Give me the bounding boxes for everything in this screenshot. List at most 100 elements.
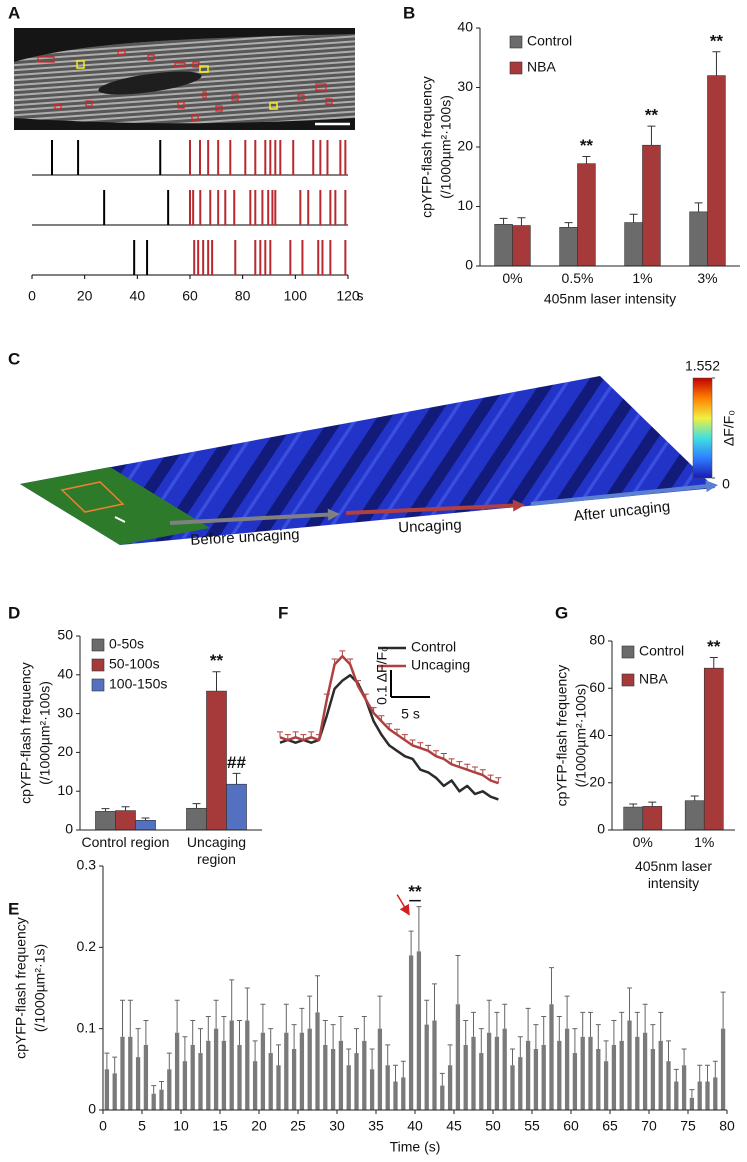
x-tick-label: 15	[212, 1118, 228, 1134]
bar	[681, 1065, 687, 1110]
bar	[635, 1036, 640, 1110]
bar	[135, 819, 156, 831]
y-tick-label: 30	[57, 704, 73, 720]
error-bar	[121, 806, 130, 811]
bar	[245, 1020, 250, 1110]
x-tick-label: 3%	[697, 270, 718, 286]
x-tick-label: 80	[719, 1118, 735, 1134]
error-bar	[400, 1060, 406, 1078]
y-tick-label: 50	[57, 627, 73, 643]
phase-label: Before uncaging	[190, 526, 300, 549]
bar	[299, 1032, 305, 1110]
bar	[112, 1073, 117, 1110]
legend-swatch	[91, 658, 105, 672]
error-bar	[232, 772, 241, 785]
error-bar	[494, 1011, 500, 1037]
legend-label: Control	[639, 643, 684, 659]
colorbar-tick-label: 0	[722, 476, 730, 492]
x-tick-label-box: 1%	[632, 270, 652, 286]
trace	[279, 655, 499, 785]
micrograph	[14, 28, 355, 130]
error-bar	[712, 51, 721, 76]
bar	[596, 1049, 601, 1110]
bar	[128, 1036, 133, 1110]
legend-swatch	[509, 61, 523, 75]
y-tick-label: 0	[465, 257, 473, 273]
error-bar	[471, 1011, 476, 1037]
error-bar	[212, 671, 221, 692]
panel-label: D	[8, 603, 20, 622]
bar	[198, 1053, 203, 1110]
error-bar	[346, 1048, 352, 1066]
x-tick-label: 120	[336, 288, 360, 304]
bar	[533, 1049, 539, 1110]
y-tick-label: 40	[589, 726, 605, 742]
x-tick-label: 0%	[632, 834, 653, 850]
panel-label: E	[8, 899, 19, 918]
bar	[424, 1024, 429, 1110]
x-tick-label: 40	[130, 288, 146, 304]
x-tick-label: 0	[28, 288, 36, 304]
error-bar	[629, 803, 638, 808]
phase-arrowhead	[512, 499, 525, 512]
bar	[432, 1020, 437, 1110]
error-bar	[681, 1048, 687, 1066]
y-tick-label: 40	[57, 666, 73, 682]
y-tick-label: 40	[457, 19, 473, 35]
bar	[346, 1065, 351, 1110]
error-bar	[533, 1024, 539, 1049]
error-bar	[502, 1003, 508, 1029]
y-tick-label: 0	[65, 821, 73, 837]
x-tick-label: 50	[485, 1118, 501, 1134]
significance-label: **	[210, 651, 224, 670]
error-bar	[603, 1040, 609, 1062]
y-tick-label: 0.1	[77, 1019, 97, 1035]
legend-label: NBA	[639, 671, 668, 687]
error-bar	[377, 995, 383, 1029]
x-tick-label: 0.5%	[561, 270, 594, 286]
bar	[151, 1093, 156, 1110]
x-tick-label-box: Control region	[81, 834, 170, 850]
error-bar	[354, 1028, 359, 1054]
error-bar	[572, 1028, 578, 1054]
error-bar	[463, 1020, 469, 1045]
bar	[627, 1020, 632, 1110]
bar	[416, 951, 422, 1110]
bar	[486, 1032, 492, 1110]
error-bar	[198, 1028, 203, 1054]
bar	[276, 1065, 281, 1110]
error-bar	[104, 1052, 110, 1070]
error-bar	[330, 1024, 336, 1049]
x-tick-label: Control region	[81, 834, 170, 850]
error-bar	[182, 1036, 188, 1062]
error-bar	[127, 999, 133, 1037]
bar	[307, 1028, 312, 1110]
bar	[494, 224, 513, 267]
bar	[697, 1081, 702, 1110]
bar	[174, 1032, 180, 1110]
bar	[559, 227, 578, 267]
error-bar	[627, 987, 632, 1021]
error-bar	[650, 1024, 656, 1049]
x-axis-label: 405nm laser intensity	[544, 291, 676, 307]
bar	[707, 75, 726, 267]
error-bar	[416, 906, 422, 952]
bar	[642, 144, 661, 267]
legend-swatch	[91, 678, 105, 692]
bar	[689, 211, 708, 267]
error-bar	[120, 999, 125, 1037]
error-bar	[564, 995, 570, 1029]
error-bar	[595, 1024, 601, 1049]
error-bar	[697, 1064, 703, 1082]
error-bar	[307, 995, 313, 1029]
phase-arrow	[530, 484, 709, 506]
error-bar	[556, 1015, 562, 1041]
error-bar	[338, 1015, 344, 1041]
x-tick-label: 25	[290, 1118, 306, 1134]
bar	[623, 806, 644, 831]
error-bar	[673, 1068, 679, 1082]
panel-label: C	[8, 349, 20, 368]
bar	[624, 222, 643, 267]
